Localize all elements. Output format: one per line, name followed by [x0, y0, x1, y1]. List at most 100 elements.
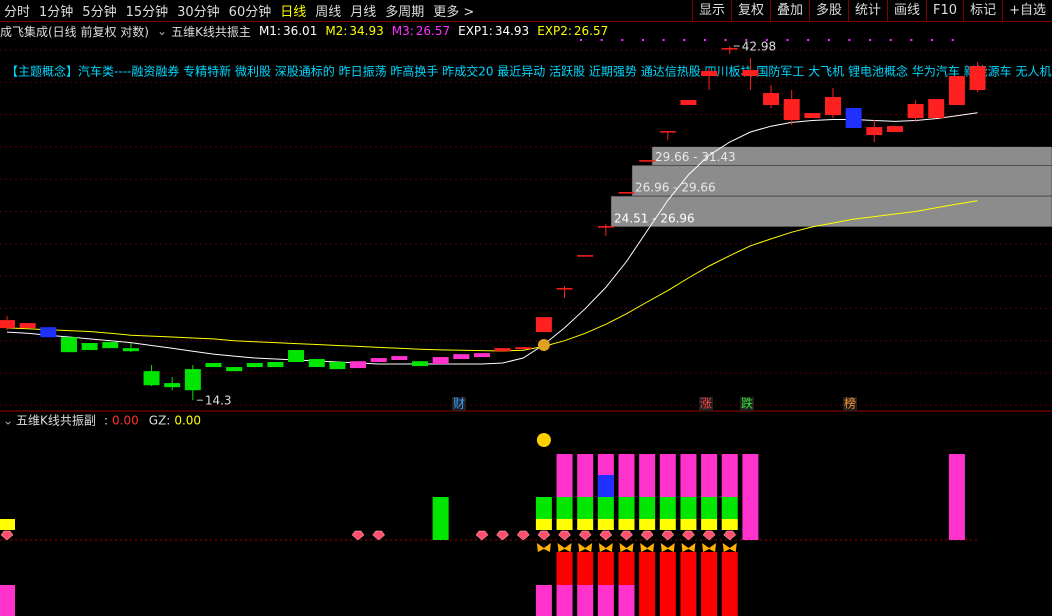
signal-dot: [931, 39, 934, 41]
signal-bar: [659, 454, 676, 497]
signal-bar: [659, 519, 676, 530]
marker: 涨: [700, 396, 712, 411]
signal-bar: [0, 519, 15, 530]
period-tab[interactable]: 15分钟: [125, 5, 169, 20]
signal-dot: [662, 39, 665, 41]
signal-bar: [577, 552, 594, 585]
signal-bar: [659, 552, 676, 616]
signal-bar: [701, 552, 718, 616]
diamond-icon: [496, 530, 509, 541]
signal-bar: [556, 454, 573, 497]
tool-button[interactable]: +自选: [1002, 0, 1052, 21]
period-tab[interactable]: 1分钟: [39, 5, 74, 20]
signal-bar: [701, 497, 718, 519]
period-tab[interactable]: 月线: [350, 5, 377, 20]
candle-body: [308, 359, 325, 368]
butterfly-icon: [619, 543, 634, 552]
candle-body: [845, 107, 862, 129]
diamond-icon: [682, 530, 695, 541]
diamond-icon: [351, 530, 365, 541]
tool-button[interactable]: 复权: [730, 0, 770, 21]
diamond-icon: [578, 530, 592, 541]
signal-bar: [535, 585, 552, 616]
header: 成飞集成(日线 前复权 对数) ⌄ 五维K线共振主 M1: 36.01 M2: 34.…: [0, 22, 1052, 40]
indicator-label: EXP2:: [537, 24, 572, 38]
indicator-label: EXP1:: [458, 24, 493, 38]
tool-button[interactable]: 标记: [963, 0, 1002, 21]
candle-body: [60, 337, 77, 353]
candle-body: [122, 348, 139, 352]
signal-dot: [765, 39, 768, 41]
candle-body: [226, 367, 243, 372]
signal-bar: [639, 519, 656, 530]
period-tab[interactable]: 日线: [280, 5, 307, 20]
zone-label: 24.51 - 26.96: [614, 211, 695, 225]
sub-title: 五维K线共振副: [16, 414, 96, 428]
marker-bg: [452, 397, 466, 411]
tool-button[interactable]: 统计: [848, 0, 887, 21]
signal-bar: [0, 585, 15, 616]
period-tab[interactable]: 周线: [315, 5, 342, 20]
signal-bar: [556, 552, 573, 585]
candle-body: [577, 255, 594, 257]
high-label: 42.98: [742, 40, 776, 54]
diamond-icon: [0, 530, 14, 541]
coin-icon: [537, 339, 550, 351]
candle-body: [597, 226, 614, 228]
period-tab[interactable]: 5分钟: [82, 5, 117, 20]
candle-body: [907, 104, 924, 119]
sub-label: :: [104, 414, 108, 428]
signal-bar: [597, 552, 614, 585]
signal-dot: [745, 39, 748, 41]
signal-bar: [618, 552, 635, 585]
period-tab[interactable]: 60分钟: [228, 5, 272, 20]
tool-button[interactable]: F10: [926, 0, 963, 21]
signal-bar: [618, 585, 635, 616]
candle-body: [350, 361, 367, 369]
marker-bg: [699, 397, 713, 411]
period-tab[interactable]: 多周期: [385, 5, 425, 20]
candle-body: [535, 317, 552, 333]
candle-body: [556, 288, 573, 290]
signal-bar: [721, 519, 738, 530]
period-tab[interactable]: 30分钟: [177, 5, 220, 20]
candle-body: [948, 76, 965, 106]
signal-bar: [680, 454, 697, 497]
indicator-toggle[interactable]: ⌄: [157, 24, 168, 38]
candle-body: [763, 93, 780, 106]
signal-bar: [556, 585, 573, 616]
candle-body: [515, 347, 532, 350]
indicator-value: 26.57: [415, 24, 451, 38]
butterfly-icon: [598, 543, 613, 552]
butterfly-icon: [557, 543, 572, 552]
candle-body: [267, 362, 284, 368]
sub-label: GZ:: [149, 414, 171, 428]
marker: 榜: [844, 396, 856, 411]
signal-bar: [535, 497, 552, 519]
stock-name: 成飞集成(日线 前复权 对数): [0, 24, 149, 39]
sub-value: 0.00: [174, 414, 201, 428]
candle-body: [721, 48, 738, 50]
price-zone: [631, 165, 1052, 197]
candle-body: [969, 66, 986, 90]
price-zone: [610, 195, 1052, 228]
candle-body: [680, 100, 697, 106]
period-tab[interactable]: 更多 >: [433, 5, 475, 20]
tool-button[interactable]: 画线: [887, 0, 926, 21]
tool-button[interactable]: 显示: [691, 0, 731, 21]
signal-bar: [639, 454, 656, 497]
candle-body: [184, 369, 201, 391]
signal-bar: [742, 454, 759, 540]
signal-dot: [848, 39, 851, 41]
signal-bar: [597, 475, 614, 497]
signal-dot: [889, 39, 892, 41]
tool-button[interactable]: 叠加: [769, 0, 809, 21]
diamond-icon: [640, 530, 654, 541]
signal-bar: [597, 519, 614, 530]
signal-bar: [948, 454, 965, 540]
butterfly-icon: [640, 543, 655, 552]
signal-bar: [577, 497, 594, 519]
tool-button[interactable]: 多股: [809, 0, 848, 21]
period-tab[interactable]: 分时: [4, 5, 31, 20]
